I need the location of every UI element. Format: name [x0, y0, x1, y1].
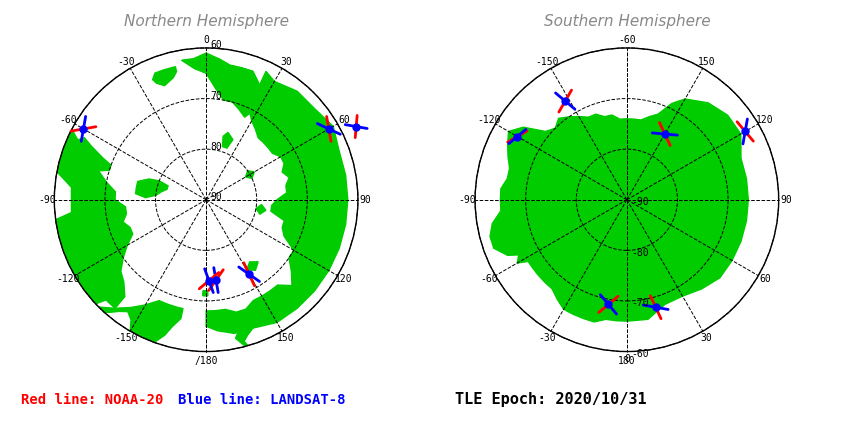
Text: -30: -30: [117, 57, 135, 67]
Text: -120: -120: [56, 275, 80, 284]
Polygon shape: [153, 67, 177, 86]
Text: 120: 120: [336, 275, 353, 284]
Text: -150: -150: [536, 57, 559, 67]
Polygon shape: [207, 321, 235, 333]
Polygon shape: [279, 136, 298, 154]
Text: 60: 60: [210, 40, 222, 51]
Text: 90: 90: [210, 192, 222, 202]
Polygon shape: [218, 59, 259, 109]
Title: Northern Hemisphere: Northern Hemisphere: [123, 14, 289, 28]
Text: TLE Epoch: 2020/10/31: TLE Epoch: 2020/10/31: [455, 392, 646, 407]
Text: 30: 30: [700, 333, 712, 343]
Polygon shape: [515, 343, 525, 351]
Text: Red line: NOAA-20: Red line: NOAA-20: [21, 393, 163, 406]
Text: -120: -120: [477, 115, 501, 125]
Text: 90: 90: [360, 195, 371, 205]
Text: -90: -90: [38, 195, 55, 205]
Text: -90: -90: [459, 195, 476, 205]
Polygon shape: [246, 262, 258, 270]
Polygon shape: [19, 165, 70, 218]
Polygon shape: [0, 75, 133, 316]
Text: Blue line: LANDSAT-8: Blue line: LANDSAT-8: [178, 393, 346, 406]
Text: 0: 0: [203, 35, 209, 45]
Polygon shape: [490, 99, 748, 322]
Text: -60: -60: [631, 349, 649, 359]
Circle shape: [475, 48, 779, 351]
Polygon shape: [518, 235, 549, 263]
Polygon shape: [256, 204, 266, 214]
Text: 90: 90: [780, 195, 792, 205]
Polygon shape: [246, 171, 254, 178]
Text: -80: -80: [631, 248, 649, 258]
Text: -30: -30: [538, 333, 556, 343]
Text: 0: 0: [624, 354, 630, 364]
Text: 80: 80: [210, 142, 222, 152]
Text: 120: 120: [756, 115, 774, 125]
Polygon shape: [575, 124, 651, 140]
Text: 70: 70: [210, 91, 222, 101]
Text: -150: -150: [115, 333, 139, 343]
Polygon shape: [135, 179, 168, 198]
Polygon shape: [118, 117, 193, 174]
Circle shape: [54, 48, 358, 351]
Polygon shape: [206, 71, 348, 333]
Text: 30: 30: [280, 57, 292, 67]
Polygon shape: [77, 138, 111, 171]
Polygon shape: [235, 327, 273, 382]
Text: -90: -90: [631, 197, 649, 207]
Title: Southern Hemisphere: Southern Hemisphere: [543, 14, 711, 28]
Text: /180: /180: [195, 356, 218, 366]
Polygon shape: [449, 262, 467, 281]
Text: 60: 60: [338, 115, 350, 125]
Text: -70: -70: [631, 298, 649, 309]
Text: 60: 60: [759, 275, 771, 284]
Polygon shape: [203, 291, 207, 296]
Text: 150: 150: [698, 57, 716, 67]
Polygon shape: [71, 300, 183, 346]
Text: 180: 180: [618, 356, 636, 366]
Text: -60: -60: [60, 115, 76, 125]
Text: -60: -60: [480, 275, 497, 284]
Polygon shape: [223, 132, 233, 148]
Text: 150: 150: [277, 333, 295, 343]
Text: -60: -60: [618, 35, 636, 45]
Polygon shape: [182, 53, 269, 117]
